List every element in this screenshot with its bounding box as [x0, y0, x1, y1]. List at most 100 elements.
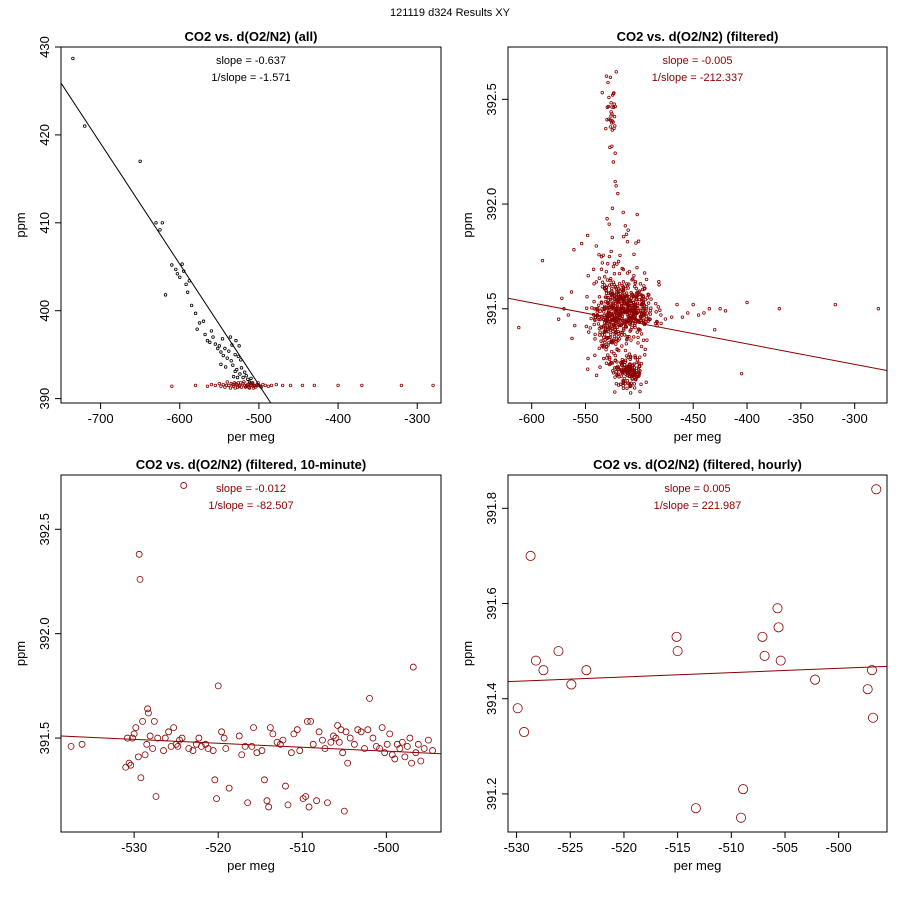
data-point [638, 355, 642, 359]
data-point [238, 751, 246, 759]
data-point [228, 386, 233, 390]
data-point [616, 259, 621, 264]
data-point [621, 326, 626, 331]
data-point [616, 331, 621, 336]
data-point [621, 381, 625, 385]
data-point [642, 284, 646, 288]
data-point [613, 375, 617, 379]
data-point [613, 104, 617, 109]
data-point [607, 300, 611, 305]
data-point [624, 232, 629, 236]
data-point [282, 782, 289, 790]
data-point [525, 550, 536, 561]
data-point [618, 289, 622, 293]
inv-slope-label: 1/slope = -1.571 [211, 72, 290, 84]
x-axis-label: per meg [227, 858, 275, 873]
data-point [195, 327, 199, 331]
data-point [645, 311, 650, 315]
data-point [241, 375, 245, 380]
data-point [146, 732, 154, 740]
data-point [625, 282, 629, 286]
data-point [607, 117, 611, 121]
plot-area [61, 482, 441, 815]
data-point [279, 736, 287, 744]
data-point [616, 365, 621, 370]
panel-3: CO2 vs. d(O2/N2) (filtered, 10-minute) -5… [13, 457, 442, 873]
data-point [631, 301, 635, 305]
y-tick-label: 410 [37, 212, 52, 234]
data-point [633, 304, 638, 309]
data-point [644, 317, 648, 321]
data-point [611, 264, 616, 269]
data-point [209, 329, 214, 333]
data-point [876, 307, 881, 311]
data-point [512, 703, 523, 714]
fit-line [61, 735, 441, 755]
data-point [611, 322, 616, 327]
data-point [620, 344, 624, 348]
data-point [357, 728, 365, 736]
data-point [287, 749, 295, 757]
data-point [293, 726, 301, 734]
data-point [635, 358, 640, 362]
data-point [124, 734, 131, 742]
data-point [610, 144, 614, 148]
data-point [620, 314, 625, 319]
data-point [604, 74, 609, 78]
data-point [335, 738, 343, 746]
data-point [366, 694, 373, 702]
data-point [646, 292, 650, 296]
data-point [607, 283, 612, 287]
data-point [591, 267, 596, 272]
data-point [612, 313, 617, 317]
data-point [248, 381, 252, 385]
data-point [619, 333, 624, 337]
data-point [644, 277, 649, 282]
data-point [632, 311, 636, 315]
data-point [517, 325, 521, 330]
data-point [656, 305, 660, 309]
data-point [406, 734, 414, 742]
data-point [777, 307, 782, 311]
data-point [424, 736, 432, 744]
data-point [209, 382, 214, 387]
x-tick-label: -350 [788, 411, 814, 426]
data-point [586, 274, 590, 278]
data-point [237, 344, 241, 348]
data-point [197, 321, 202, 325]
data-point [189, 747, 197, 754]
data-point [238, 372, 242, 376]
data-point [639, 303, 644, 307]
data-point [738, 784, 749, 795]
data-point [391, 755, 399, 763]
data-point [612, 294, 616, 298]
data-point [223, 346, 227, 351]
data-point [654, 310, 658, 314]
data-point [213, 383, 218, 388]
data-point [597, 346, 601, 351]
data-point [180, 482, 188, 489]
data-point [622, 333, 627, 337]
data-point [600, 333, 605, 337]
data-point [136, 575, 144, 583]
data-point [219, 362, 223, 367]
data-point [609, 289, 614, 293]
data-point [638, 282, 643, 286]
data-point [208, 340, 212, 345]
data-point [600, 280, 605, 284]
plot-frame [60, 46, 442, 404]
data-point [621, 288, 625, 293]
y-tick-label: 391.2 [484, 778, 499, 811]
x-tick-label: -530 [121, 840, 147, 855]
data-point [398, 738, 406, 746]
data-point [644, 320, 648, 324]
data-point [205, 338, 210, 343]
data-point [193, 383, 198, 388]
data-point [613, 179, 617, 184]
data-point [621, 308, 625, 312]
data-point [598, 309, 602, 313]
data-point [669, 315, 674, 319]
data-point [634, 297, 638, 302]
data-point [586, 367, 590, 371]
data-point [642, 271, 647, 275]
